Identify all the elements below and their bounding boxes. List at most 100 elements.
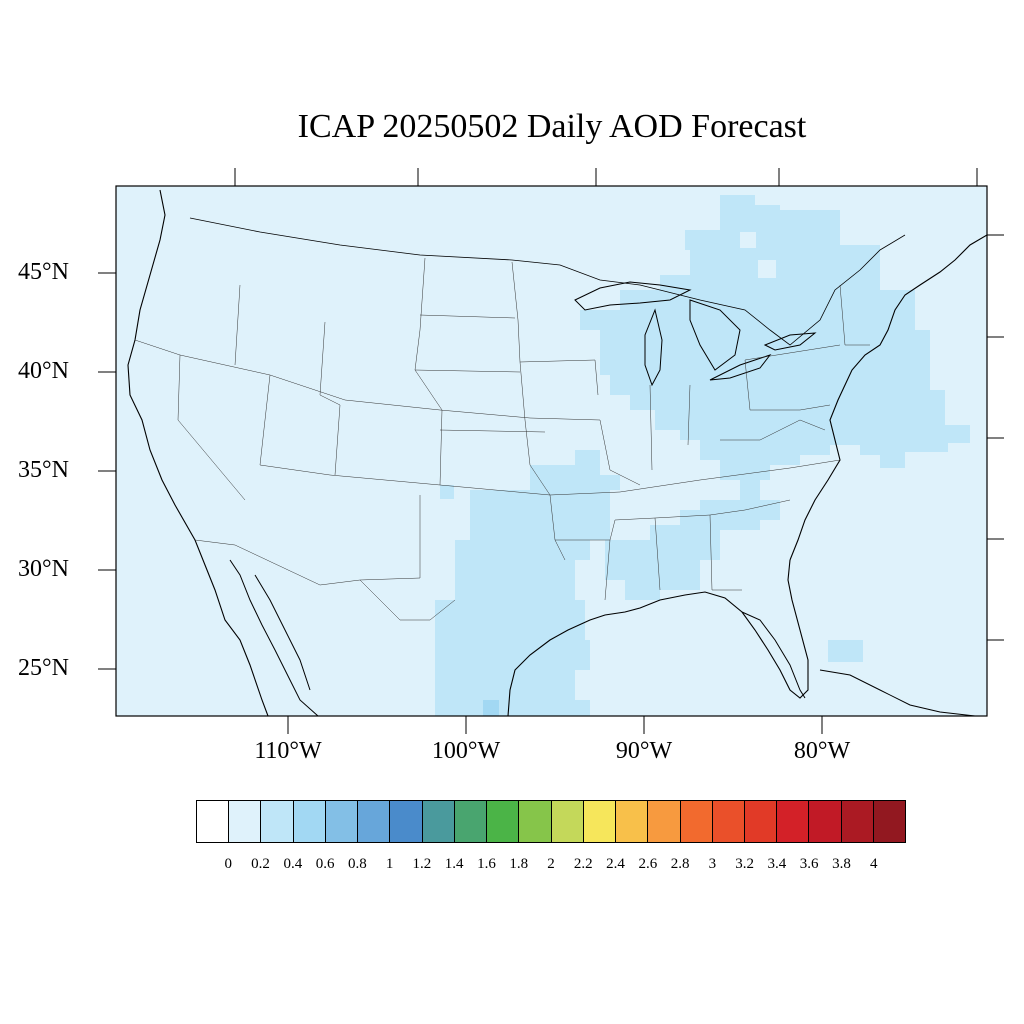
right-ticks <box>987 234 1004 641</box>
state-border <box>720 419 826 441</box>
aod-region-patch <box>828 640 863 662</box>
aod-region-patch <box>483 700 499 716</box>
aod-region-gap <box>758 260 776 278</box>
aod-region-southeast <box>605 480 780 600</box>
top-ticks <box>234 168 978 186</box>
colorbar-swatch <box>616 801 649 842</box>
aod-region-patch <box>440 485 454 499</box>
state-borders <box>134 257 870 621</box>
state-border <box>234 284 241 366</box>
coastline-west <box>127 189 269 716</box>
colorbar-label: 1.4 <box>444 856 464 872</box>
colorbar-swatch <box>487 801 520 842</box>
state-border <box>519 359 599 396</box>
colorbar-swatch <box>809 801 842 842</box>
colorbar-label: 1 <box>385 856 394 872</box>
state-border <box>359 579 456 621</box>
colorbar-swatch <box>325 801 359 842</box>
lake-ontario <box>763 332 817 351</box>
left-ticks <box>98 272 116 670</box>
state-border <box>654 517 661 591</box>
lon-label: 100°W <box>431 738 501 764</box>
colorbar-swatch <box>583 801 617 842</box>
colorbar-label: 0.4 <box>283 856 303 872</box>
colorbar-swatch <box>390 801 423 842</box>
colorbar-label: 0.8 <box>347 856 367 872</box>
state-border <box>744 359 831 411</box>
colorbar-swatch <box>680 801 713 842</box>
lat-label: 25°N <box>18 655 69 681</box>
lon-label: 110°W <box>254 738 322 764</box>
colorbar-swatch <box>744 801 778 842</box>
aod-region-gap <box>740 232 756 248</box>
colorbar-label: 0.2 <box>251 856 270 872</box>
colorbar-swatch <box>519 801 552 842</box>
state-border <box>177 354 246 501</box>
colorbar-swatch <box>873 801 906 842</box>
state-border <box>744 344 841 361</box>
state-border <box>649 384 653 471</box>
lake-michigan <box>644 308 663 387</box>
lon-label: 90°W <box>615 738 673 764</box>
bottom-ticks <box>287 716 823 734</box>
colorbar-swatch <box>777 801 810 842</box>
map-boundaries <box>127 189 987 716</box>
lon-label: 80°W <box>793 738 851 764</box>
colorbar-swatch <box>648 801 681 842</box>
map-frame <box>115 185 988 717</box>
colorbar-label: 2.6 <box>638 856 658 872</box>
coastline-atlantic <box>789 234 987 561</box>
colorbar-label: 1.8 <box>509 856 529 872</box>
aod-elevated-regions <box>435 195 970 716</box>
state-border <box>419 314 516 319</box>
state-border <box>439 429 546 433</box>
aod-region-northeast <box>580 195 970 495</box>
lat-label: 30°N <box>18 556 69 582</box>
colorbar-swatch <box>712 801 745 842</box>
colorbar-swatch <box>841 801 874 842</box>
colorbar-label: 2 <box>547 856 555 872</box>
colorbar-label: 0 <box>224 856 233 872</box>
coastline-florida <box>741 611 806 699</box>
lake-superior <box>574 281 692 311</box>
colorbar-swatch <box>422 801 455 842</box>
colorbar-label: 2.8 <box>670 856 690 872</box>
colorbar-swatch <box>551 801 584 842</box>
colorbar-label: 4 <box>869 856 878 872</box>
colorbar-swatch <box>454 801 488 842</box>
colorbar-swatch <box>358 801 391 842</box>
colorbar-label: 3.2 <box>735 856 754 872</box>
lat-label: 40°N <box>18 358 69 384</box>
coastline-mexico <box>229 559 319 716</box>
colorbar-swatch <box>197 801 230 842</box>
colorbar-label: 2.2 <box>573 856 593 872</box>
colorbar-label: 3.6 <box>799 856 819 872</box>
colorbar-label: 3.4 <box>767 856 787 872</box>
coastline-gulf <box>507 559 809 716</box>
lake-huron <box>689 299 741 371</box>
colorbar-label: 0.6 <box>315 856 335 872</box>
state-border <box>839 284 870 346</box>
state-border <box>511 261 566 561</box>
colorbar-label: 3.8 <box>832 856 851 872</box>
lat-label: 35°N <box>18 457 69 483</box>
colorbar-label: 2.4 <box>606 856 625 872</box>
colorbar-label: 1.6 <box>477 856 496 872</box>
lake-erie <box>709 354 772 381</box>
state-border <box>319 321 341 476</box>
colorbar-swatch <box>293 801 326 842</box>
lat-label: 45°N <box>18 259 69 285</box>
colorbar-label: 1.2 <box>412 856 432 872</box>
state-border <box>687 384 691 446</box>
colorbar-swatch <box>261 801 294 842</box>
state-border <box>194 495 421 586</box>
aod-region-texas <box>435 450 620 716</box>
colorbar <box>196 800 906 843</box>
map-title: ICAP 20250502 Daily AOD Forecast <box>297 108 807 145</box>
state-border <box>599 419 641 486</box>
border-canada <box>189 217 906 346</box>
colorbar-swatch <box>229 801 262 842</box>
coastline-sonora <box>254 574 311 691</box>
state-border <box>604 539 611 601</box>
